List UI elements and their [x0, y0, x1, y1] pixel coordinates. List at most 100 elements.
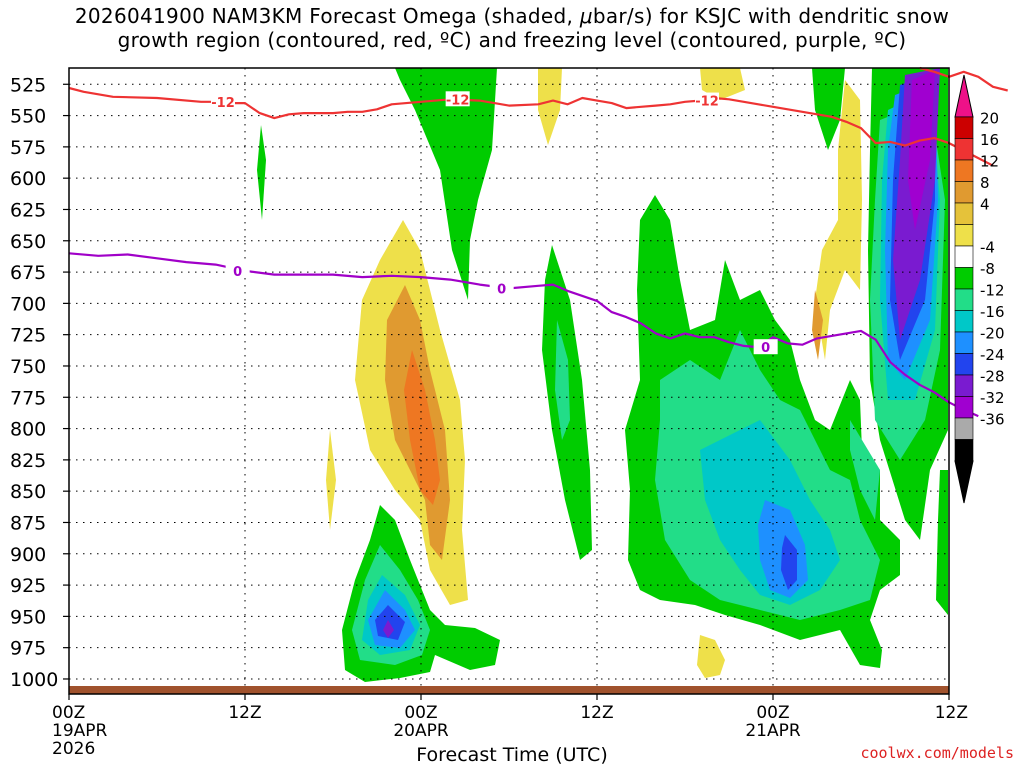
title-line-1-part-a: 2026041900 NAM3KM Forecast Omega (shaded… — [74, 4, 580, 28]
colorbar-segment-15 — [954, 439, 974, 462]
contour-label-bg-0-0 — [211, 93, 235, 109]
colorbar-segment-14 — [954, 417, 974, 440]
colorbar-label-13: -36 — [980, 411, 1005, 429]
omega-region-green-far-right-edge — [936, 470, 948, 615]
chart-title: 2026041900 NAM3KM Forecast Omega (shaded… — [0, 4, 1024, 52]
y-tick-label-1000: 1000 — [10, 669, 58, 691]
y-tick-label-700: 700 — [10, 293, 46, 315]
x-tick-label-3: 12Z — [580, 703, 613, 723]
y-tick-label-725: 725 — [10, 325, 46, 347]
y-tick-label-550: 550 — [10, 106, 46, 128]
omega-region-yellow-far-right — [815, 80, 862, 360]
omega-region-darkblue-lower-left — [375, 605, 405, 640]
y-tick-label-825: 825 — [10, 450, 46, 472]
contour-label-2-1: 0 — [497, 282, 506, 297]
colorbar-segment-0 — [954, 116, 974, 139]
omega-region-green-upper-left — [395, 68, 497, 300]
colorbar-label-1: 16 — [980, 131, 999, 149]
contour-label-2-0: 0 — [233, 265, 242, 280]
contour-label-bg-2-2 — [753, 339, 778, 355]
contour-label-0-1: -12 — [446, 93, 470, 108]
colorbar-label-11: -28 — [980, 368, 1005, 386]
x-tick-label-5: 12Z — [935, 703, 968, 723]
x-tick-year-0: 2026 — [52, 739, 95, 759]
colorbar-segment-4 — [954, 202, 974, 225]
omega-region-yellow-small — [326, 430, 336, 530]
contour-line-0 — [68, 86, 994, 167]
y-tick-label-525: 525 — [10, 74, 46, 96]
colorbar-label-2: 12 — [980, 153, 999, 171]
omega-region-teal-mid — [555, 320, 570, 440]
x-tick-date-0: 19APR — [52, 721, 108, 741]
colorbar-segment-2 — [954, 159, 974, 182]
y-tick-label-600: 600 — [10, 168, 46, 190]
y-tick-label-850: 850 — [10, 481, 46, 503]
omega-shading — [257, 68, 948, 682]
colorbar: 20 16 12 8 4 -4 -8 -12 -16 -20 -24 -28 -32 -36 — [954, 74, 1005, 504]
y-tick-label-900: 900 — [10, 544, 46, 566]
colorbar-label-6: -8 — [980, 260, 995, 278]
colorbar-label-10: -24 — [980, 346, 1005, 364]
omega-region-purple-core-left — [383, 620, 394, 638]
contour-line-2 — [68, 252, 979, 418]
x-tick-label-4: 00Z — [756, 703, 789, 723]
omega-region-yellow-top-mid — [538, 68, 562, 145]
contour-label-2-2: 0 — [761, 341, 770, 356]
colorbar-segment-12 — [954, 374, 974, 397]
colorbar-segment-10 — [954, 331, 974, 354]
colorbar-segment-6 — [954, 245, 974, 268]
plot-frame — [68, 67, 950, 695]
colorbar-bottom-arrow — [954, 460, 974, 504]
x-tick-label-2: 00Z — [404, 703, 437, 723]
colorbar-label-0: 20 — [980, 110, 999, 128]
colorbar-segment-9 — [954, 310, 974, 333]
colorbar-label-5: -4 — [980, 239, 995, 257]
y-tick-label-650: 650 — [10, 231, 46, 253]
y-tick-label-925: 925 — [10, 575, 46, 597]
omega-region-yellow-top-right — [700, 68, 745, 100]
contour-lines: -12 -12 -12 0 0 0 — [68, 66, 1008, 418]
y-tick-label-800: 800 — [10, 419, 46, 441]
omega-region-gold-far-right — [812, 290, 823, 360]
colorbar-top-arrow — [954, 74, 974, 118]
colorbar-label-7: -12 — [980, 282, 1005, 300]
y-tick-label-750: 750 — [10, 356, 46, 378]
contour-label-bg-2-0 — [225, 262, 250, 278]
colorbar-segment-1 — [954, 138, 974, 161]
omega-region-violet-far-right — [908, 70, 935, 230]
omega-region-green-small-left — [257, 125, 266, 220]
contour-label-0-0: -12 — [211, 96, 235, 111]
y-tick-label-775: 775 — [10, 387, 46, 409]
colorbar-segment-11 — [954, 353, 974, 376]
y-axis: 525 550 575 600 625 650 675 700 725 750 775 800 825 8… — [10, 74, 69, 691]
y-tick-label-950: 950 — [10, 606, 46, 628]
contour-line-1 — [919, 66, 1008, 92]
omega-region-teal-bottom-right — [850, 420, 880, 520]
colorbar-segment-7 — [954, 267, 974, 290]
x-axis-label: Forecast Time (UTC) — [416, 744, 608, 766]
y-tick-label-625: 625 — [10, 199, 46, 221]
colorbar-segment-8 — [954, 288, 974, 311]
x-tick-date-4: 21APR — [745, 721, 801, 741]
omega-region-darkblue-right — [781, 535, 797, 590]
title-line-1: 2026041900 NAM3KM Forecast Omega (shaded… — [0, 4, 1024, 28]
credit-link[interactable]: coolwx.com/models — [860, 744, 1014, 762]
colorbar-label-12: -32 — [980, 389, 1005, 407]
y-tick-label-675: 675 — [10, 262, 46, 284]
colorbar-label-4: 4 — [980, 196, 990, 214]
x-tick-date-2: 20APR — [393, 721, 449, 741]
colorbar-label-9: -20 — [980, 325, 1005, 343]
contour-label-bg-0-2 — [695, 92, 719, 108]
title-line-2: growth region (contoured, red, ºC) and f… — [117, 28, 907, 52]
x-tick-label-1: 12Z — [228, 703, 261, 723]
colorbar-segment-3 — [954, 181, 974, 204]
omega-region-green-top-right-finger — [812, 68, 845, 150]
title-mu-symbol: μ — [579, 4, 593, 28]
colorbar-label-3: 8 — [980, 174, 990, 192]
contour-label-bg-0-1 — [445, 91, 470, 107]
colorbar-segment-5 — [954, 224, 974, 247]
y-tick-label-875: 875 — [10, 512, 46, 534]
y-tick-label-575: 575 — [10, 137, 46, 159]
